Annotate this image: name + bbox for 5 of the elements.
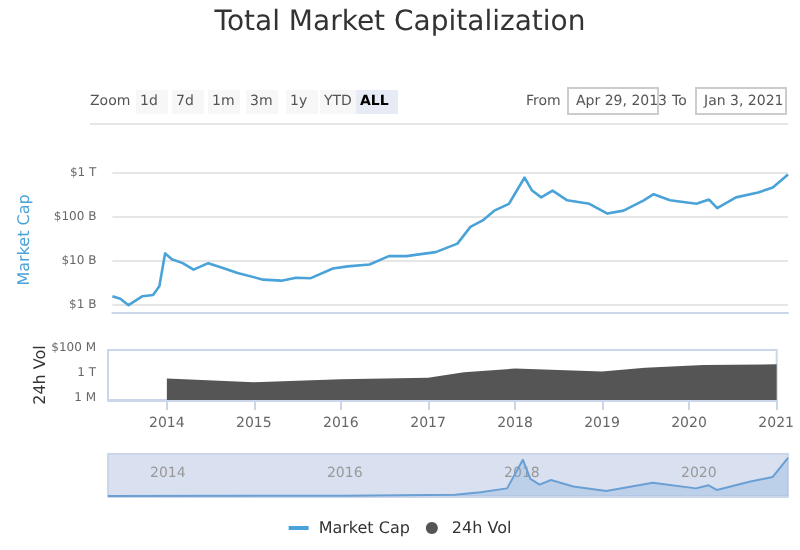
legend-label: 24h Vol [451,519,512,537]
y-axis-title: 24h Vol [31,345,49,405]
chart-title: Total Market Capitalization [212,6,586,38]
y-axis-title: Market Cap [15,194,33,286]
legend-label: Market Cap [318,519,410,537]
